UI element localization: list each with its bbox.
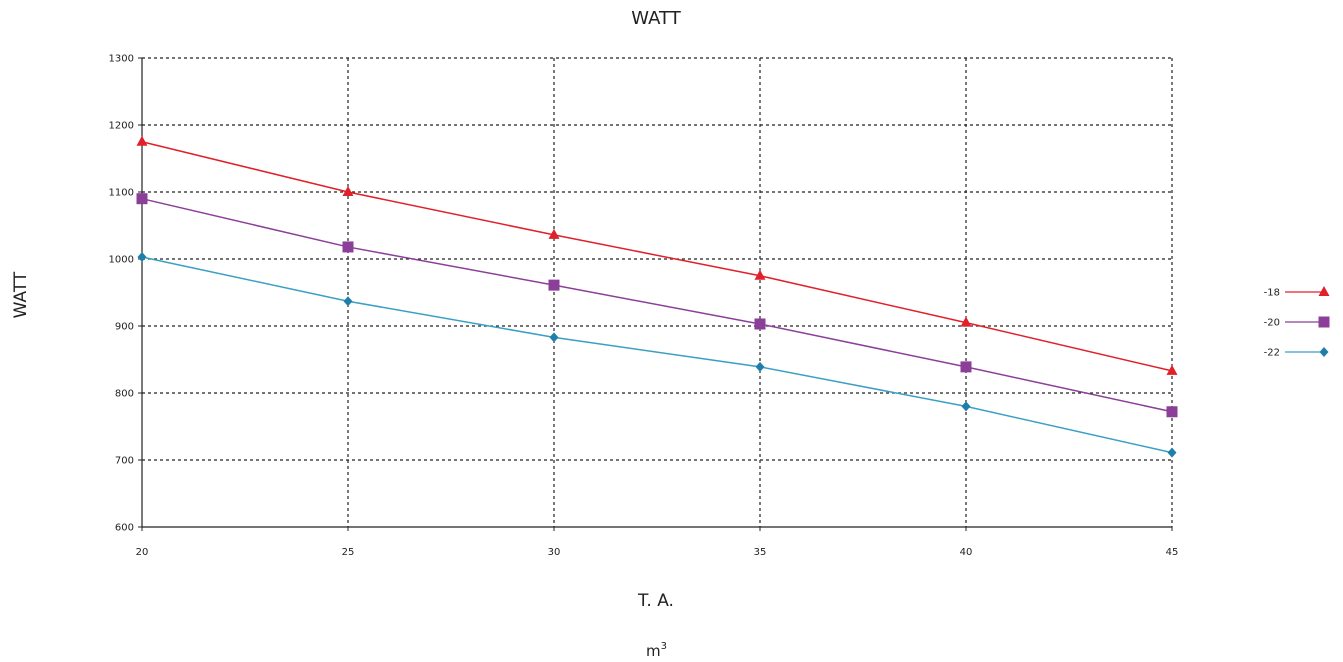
series-line [141,256,1173,454]
data-point [960,316,972,327]
data-point [548,228,560,239]
chart-title: WATT [631,8,681,29]
y-tick-label: 1000 [109,255,134,266]
y-tick-label: 800 [115,389,134,400]
data-point [961,401,971,412]
x-tick-label: 35 [754,547,767,558]
y-axis-title: WATT [11,271,31,318]
series-line [141,141,1173,372]
data-point [548,279,560,291]
data-point [136,193,148,205]
x-tick-label: 20 [136,547,149,558]
data-point [342,241,354,253]
legend-label: -22 [1264,348,1280,359]
legend-label: -18 [1264,288,1280,299]
data-point [549,332,559,343]
data-point [343,296,353,307]
series-line [141,197,1173,413]
unit-label: m3 [646,641,667,660]
x-axis-title: T. A. [637,591,674,611]
data-point [137,251,147,262]
data-point [136,135,148,146]
y-tick-label: 600 [115,523,134,534]
y-tick-label: 1200 [109,121,134,132]
data-point [754,318,766,330]
grid [142,57,1173,527]
series [136,135,1178,458]
unit-base: m [646,642,661,660]
data-point [755,361,765,372]
data-point [754,269,766,280]
x-tick-label: 40 [960,547,973,558]
data-point [1166,406,1178,418]
legend-label: -20 [1264,318,1280,329]
unit-superscript: 3 [661,641,667,652]
y-tick-label: 1100 [109,188,134,199]
x-tick-label: 25 [342,547,355,558]
data-point [1166,364,1178,375]
y-tick-label: 1300 [109,54,134,65]
axes: 600 700 800 900 1000 1100 1200 1300 20 25 30 35 40 45 [109,54,1179,559]
data-point [960,361,972,373]
legend-marker [1319,347,1329,357]
data-point [1167,447,1177,458]
y-tick-label: 900 [115,322,134,333]
x-tick-label: 30 [548,547,561,558]
legend-marker [1318,316,1330,328]
y-tick-label: 700 [115,456,134,467]
x-tick-label: 45 [1166,547,1179,558]
data-point [342,186,354,196]
legend-marker [1318,286,1330,296]
legend: -18 -20 -22 [1264,286,1330,359]
